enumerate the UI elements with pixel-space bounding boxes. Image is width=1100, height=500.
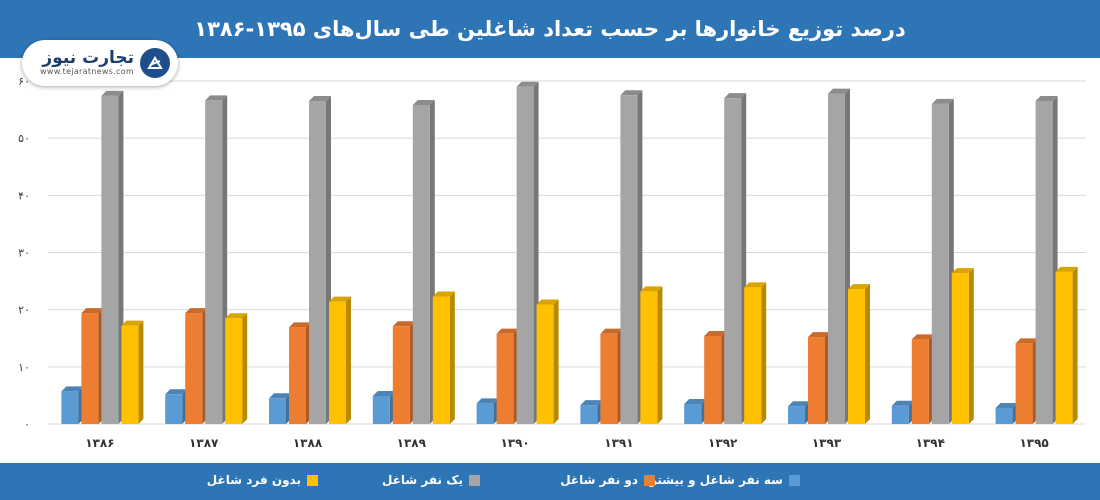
legend-item: دو نفر شاغل: [560, 473, 655, 487]
bar: [101, 90, 124, 424]
bar: [205, 95, 228, 424]
bar: [496, 328, 519, 424]
bar: [309, 96, 331, 424]
bar: [1015, 338, 1038, 424]
logo: تجارت نیوز www.tejaratnews.com: [22, 40, 178, 86]
bar: [121, 320, 144, 424]
bar: [1055, 266, 1078, 424]
bar: [640, 286, 663, 424]
bar: [744, 282, 767, 424]
bar: [432, 291, 455, 424]
bar: [724, 93, 747, 425]
legend-item: سه نفر شاغل و بیشتر: [650, 473, 800, 487]
x-category-label: ۱۳۸۶: [85, 436, 114, 450]
bar: [269, 393, 291, 424]
bar: [620, 90, 643, 425]
bar: [225, 313, 248, 424]
bar: [828, 88, 850, 425]
legend-item: یک نفر شاغل: [382, 473, 480, 487]
bar: [1035, 96, 1058, 424]
bars: [61, 81, 1078, 425]
logo-url: www.tejaratnews.com: [40, 67, 134, 76]
legend-swatch: [644, 474, 655, 486]
bar: [165, 389, 188, 424]
bar: [516, 81, 539, 424]
bar: [808, 332, 830, 424]
bar: [476, 398, 499, 424]
bar: [911, 334, 934, 424]
bar: [329, 296, 351, 424]
legend-item: بدون فرد شاغل: [207, 473, 318, 487]
bar: [61, 386, 84, 424]
x-category-label: ۱۳۸۷: [189, 436, 219, 450]
x-category-label: ۱۳۹۱: [604, 436, 633, 450]
bar: [81, 308, 104, 424]
x-category-label: ۱۳۹۴: [916, 436, 945, 450]
bar: [580, 400, 603, 424]
y-tick-label: ۴۰: [18, 189, 30, 202]
bar: [392, 321, 415, 424]
bar: [412, 100, 435, 424]
bar: [704, 330, 727, 424]
legend-label: بدون فرد شاغل: [206, 473, 301, 487]
legend-swatch: [469, 474, 480, 486]
tejarat-news-logo-icon: [140, 48, 170, 78]
logo-word: تجارت نیوز: [42, 48, 134, 68]
x-axis-categories: ۱۳۸۶ ۱۳۸۷ ۱۳۸۸ ۱۳۸۹ ۱۳۹۰ ۱۳۹۱ ۱۳۹۲ ۱۳۹۳ ۱۳۹۴ ۱۳۹۵: [85, 436, 1048, 450]
title-bar: درصد توزیع خانوارها بر حسب تعداد شاغلین …: [0, 0, 1100, 58]
bar: [848, 284, 870, 424]
bar: [684, 398, 707, 424]
bar: [185, 308, 208, 424]
bar: [995, 402, 1018, 424]
y-tick-label: ۰: [24, 418, 30, 431]
x-category-label: ۱۳۹۳: [812, 436, 842, 450]
bar: [891, 400, 914, 424]
bar: [600, 328, 623, 424]
legend-label: دو نفر شاغل: [560, 473, 638, 487]
bar: [536, 299, 559, 424]
x-category-label: ۱۳۹۲: [708, 436, 738, 450]
x-category-label: ۱۳۸۹: [397, 436, 427, 450]
y-tick-label: ۶۰: [18, 75, 30, 88]
bar: [372, 390, 395, 424]
bar: [951, 268, 974, 424]
legend-label: سه نفر شاغل و بیشتر: [649, 473, 783, 487]
x-category-label: ۱۳۹۰: [500, 436, 529, 450]
bar: [788, 401, 810, 424]
y-tick-label: ۳۰: [18, 247, 30, 260]
y-tick-label: ۲۰: [18, 304, 30, 317]
x-category-label: ۱۳۹۵: [1019, 436, 1048, 450]
legend-label: یک نفر شاغل: [382, 473, 463, 487]
legend-swatch: [789, 474, 800, 486]
chart-title: درصد توزیع خانوارها بر حسب تعداد شاغلین …: [194, 17, 906, 41]
legend-swatch: [307, 474, 318, 486]
legend: سه نفر شاغل و بیشتر دو نفر شاغل یک نفر شاغ…: [0, 463, 1100, 500]
y-tick-label: ۱۰: [18, 361, 30, 374]
bar: [289, 322, 311, 424]
y-tick-label: ۵۰: [18, 132, 30, 145]
bar: [931, 98, 954, 424]
x-category-label: ۱۳۸۸: [293, 436, 323, 450]
y-axis-ticks: ۰ ۱۰ ۲۰ ۳۰ ۴۰ ۵۰ ۶۰: [18, 75, 30, 431]
